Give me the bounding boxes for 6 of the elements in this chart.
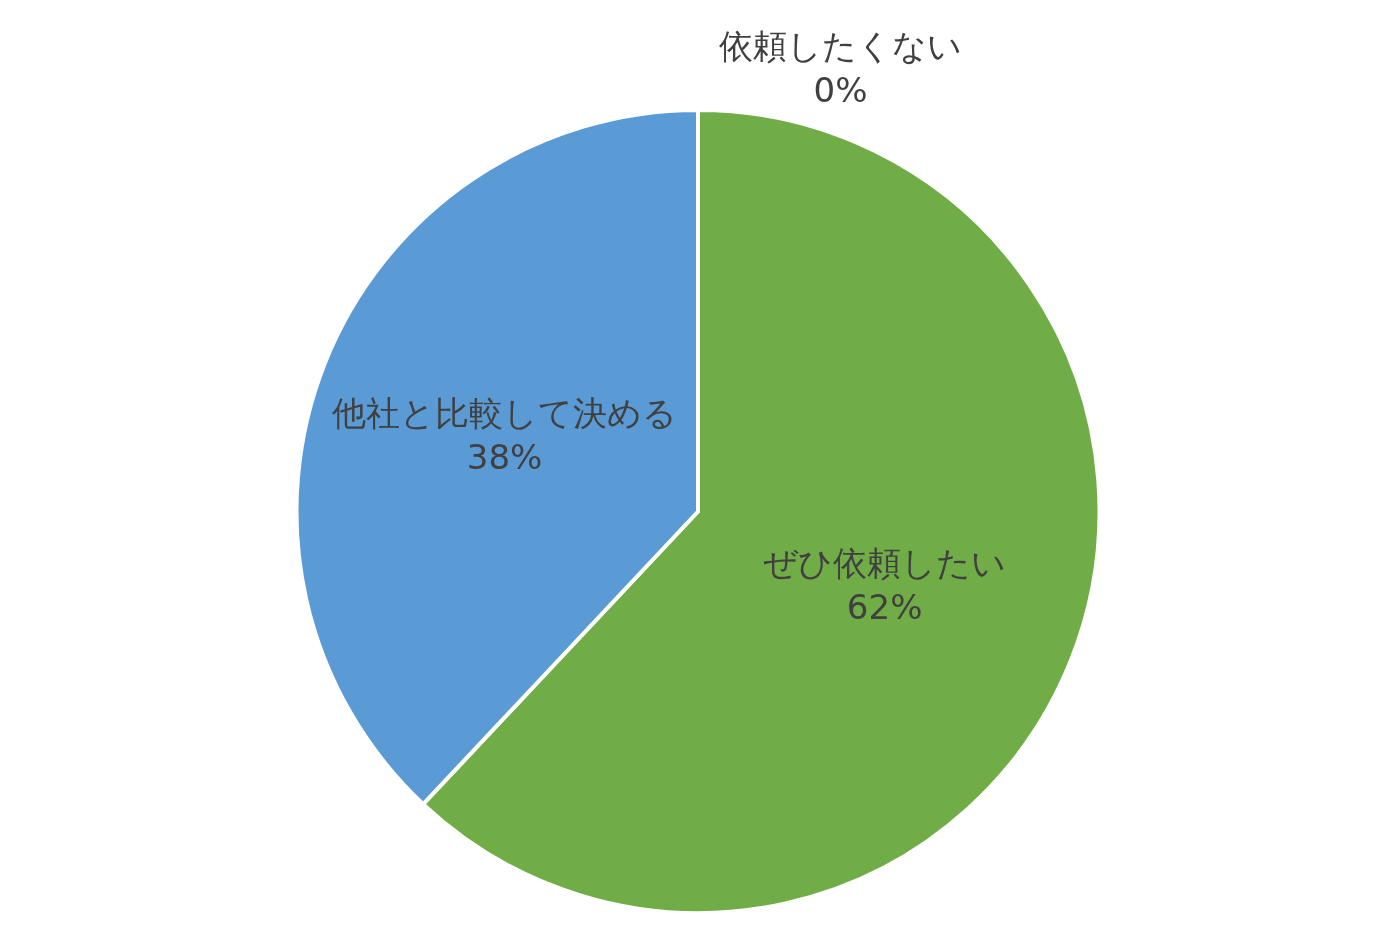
slice-label: 他社と比較して決める [332, 392, 678, 433]
data-label: 38% [466, 437, 543, 478]
slice-label: ぜひ依頼したい [763, 543, 1007, 584]
data-label: 62% [846, 587, 923, 628]
text: 0% [813, 70, 868, 110]
category-label: 依頼したくない [719, 25, 963, 66]
